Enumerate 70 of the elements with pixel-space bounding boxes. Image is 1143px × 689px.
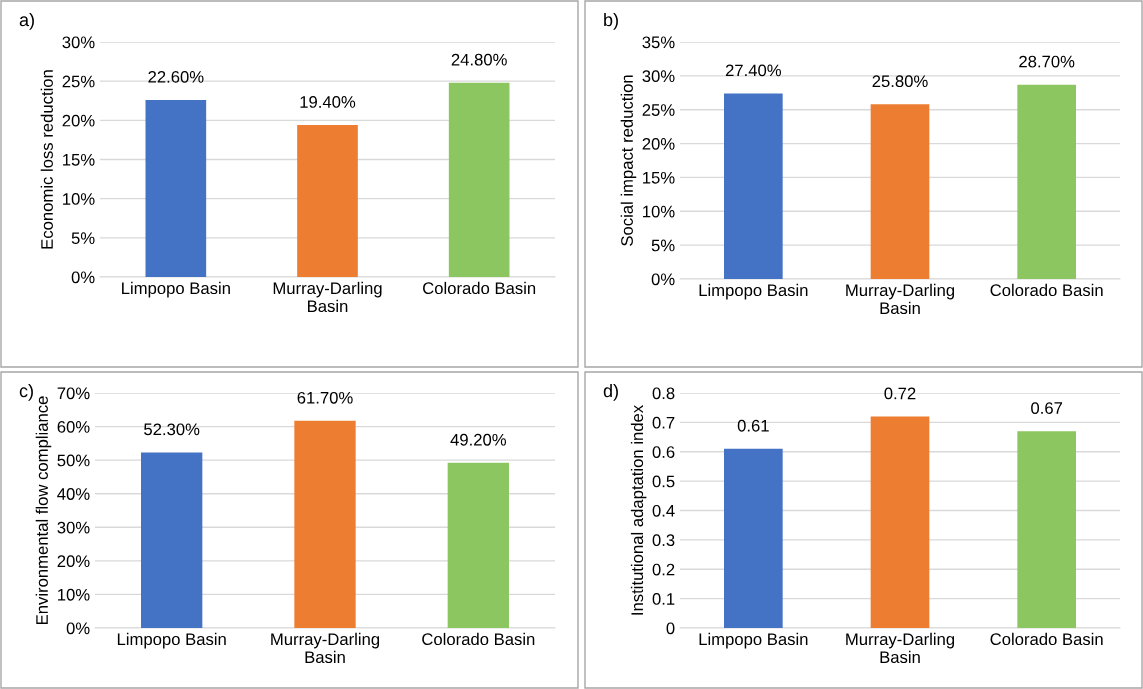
y-tick-label: 25% (62, 75, 95, 88)
bar (1017, 431, 1076, 628)
bar (870, 416, 930, 628)
data-label: 24.80% (451, 53, 507, 66)
y-tick-label: 10% (63, 193, 95, 205)
y-tick-label: 0.1 (652, 593, 675, 605)
y-tick-label: 5% (651, 239, 675, 252)
bar (294, 420, 356, 628)
data-label: 52.30% (144, 423, 200, 436)
bar (141, 452, 203, 628)
y-tick-label: 5% (71, 232, 95, 245)
y-tick-label: 0% (71, 271, 95, 284)
data-label: 25.80% (872, 75, 928, 88)
y-tick-label: 10% (58, 588, 90, 601)
data-label: 19.40% (300, 96, 356, 108)
y-tick-label: 50% (57, 454, 90, 467)
x-tick-label: Colorado Basin (423, 281, 536, 295)
x-tick-label: Limpopo Basin (699, 283, 808, 300)
bar (724, 448, 783, 628)
y-tick-label: 0.7 (652, 416, 675, 429)
y-tick-label: 0.8 (652, 387, 675, 400)
y-tick-label: 0.2 (652, 563, 675, 576)
y-tick-label: 40% (57, 488, 90, 500)
y-axis-title: Environmental flow compliance (35, 396, 52, 624)
y-tick-label: 0.6 (652, 446, 675, 458)
x-tick-label: Colorado Basin (990, 632, 1103, 646)
y-tick-label: 35% (642, 36, 675, 49)
y-tick-label: 20% (57, 555, 90, 568)
y-tick-label: 30% (57, 521, 90, 534)
y-tick-label: 0.5 (652, 475, 675, 488)
data-label: 0.67 (1031, 402, 1063, 414)
y-axis-title: Economic loss reduction (40, 70, 53, 249)
y-tick-label: 70% (57, 387, 90, 400)
y-tick-label: 20% (642, 137, 675, 150)
x-tick-label: Murray-Darling Basin (273, 281, 382, 313)
data-label: 0.72 (884, 387, 916, 400)
chart-title: d) (603, 384, 618, 401)
y-axis-title: Social impact reduction (620, 75, 637, 246)
x-tick-label: Colorado Basin (990, 283, 1103, 297)
y-tick-label: 20% (62, 114, 95, 127)
y-tick-label: 0% (66, 622, 90, 635)
y-tick-label: 0.3 (652, 534, 675, 547)
x-tick-label: Colorado Basin (422, 632, 535, 646)
x-tick-label: Limpopo Basin (117, 632, 226, 649)
chart-title: b) (604, 13, 618, 30)
data-label: 49.20% (450, 433, 507, 446)
y-tick-label: 0.4 (652, 504, 675, 517)
data-label: 0.61 (737, 419, 769, 432)
y-tick-label: 15% (63, 153, 95, 166)
data-label: 22.60% (148, 70, 204, 83)
y-tick-label: 30% (62, 36, 95, 49)
chart-title: c) (19, 384, 33, 401)
y-tick-label: 60% (57, 420, 90, 433)
y-tick-label: 15% (643, 171, 675, 184)
x-tick-label: Murray-Darling Basin (271, 632, 380, 664)
bar (447, 462, 509, 628)
data-label: 27.40% (725, 64, 782, 77)
data-label: 61.70% (297, 391, 353, 404)
x-tick-label: Murray-Darling Basin (846, 632, 955, 664)
x-tick-label: Limpopo Basin (699, 632, 808, 649)
x-tick-label: Murray-Darling Basin (846, 283, 955, 315)
y-tick-label: 0% (651, 273, 675, 286)
y-axis-title: Institutional adaptation index (630, 405, 647, 615)
data-label: 28.70% (1019, 55, 1075, 68)
y-tick-label: 30% (642, 70, 675, 83)
y-tick-label: 10% (643, 205, 675, 218)
y-tick-label: 0 (666, 622, 675, 635)
chart-title: a) (19, 13, 34, 30)
y-tick-label: 25% (642, 104, 675, 116)
x-tick-label: Limpopo Basin (122, 281, 230, 298)
